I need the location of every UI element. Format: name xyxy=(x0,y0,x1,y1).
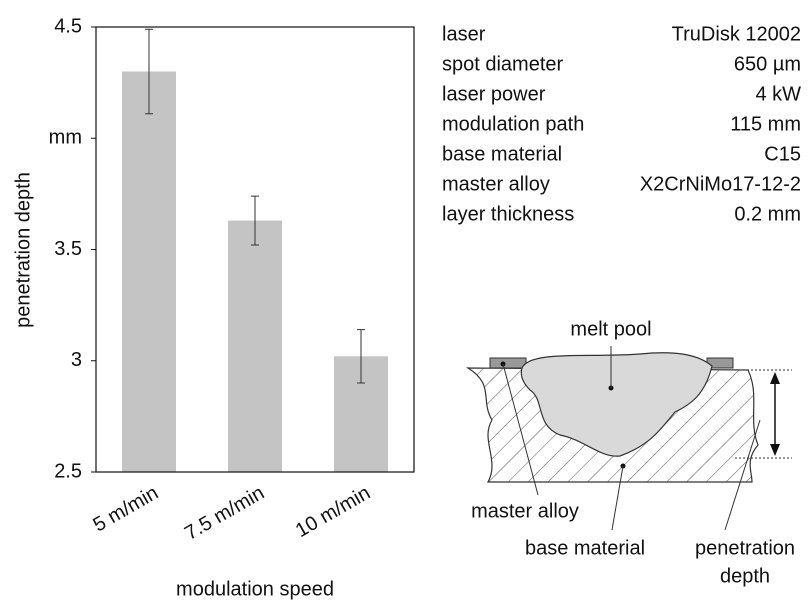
x-axis-label: modulation speed xyxy=(176,578,334,600)
parameter-name: laser power xyxy=(442,83,546,105)
parameter-name: layer thickness xyxy=(442,203,574,225)
penetration-depth-label: depth xyxy=(720,565,770,587)
parameter-value: 4 kW xyxy=(755,83,801,105)
y-tick-label: 2.5 xyxy=(54,460,82,482)
y-axis-label: penetration depth xyxy=(12,172,34,328)
parameter-name: modulation path xyxy=(442,113,584,135)
parameter-value: X2CrNiMo17-12-2 xyxy=(640,173,801,195)
bar xyxy=(122,72,176,473)
parameter-value: 650 µm xyxy=(734,53,801,75)
master-alloy-label: master alloy xyxy=(471,500,579,522)
x-tick-label: 10 m/min xyxy=(292,482,374,542)
penetration-depth-label: penetration xyxy=(695,537,795,559)
parameter-name: master alloy xyxy=(442,173,550,195)
base-material-label: base material xyxy=(525,537,645,559)
bar xyxy=(228,221,282,472)
y-tick-label: 4.5 xyxy=(54,15,82,37)
x-tick-label: 5 m/min xyxy=(90,482,163,537)
parameter-value: C15 xyxy=(764,143,801,165)
y-tick-label: 3 xyxy=(71,349,82,371)
y-tick-label: 3.5 xyxy=(54,238,82,260)
parameter-value: 115 mm xyxy=(730,113,801,135)
melt-pool-label: melt pool xyxy=(570,318,651,340)
page: melt pool master alloy base material pen… xyxy=(0,0,809,605)
master-alloy-left xyxy=(490,358,526,368)
y-tick-label: mm xyxy=(49,127,82,149)
parameter-value: TruDisk 12002 xyxy=(672,23,801,45)
parameter-name: laser xyxy=(442,23,486,45)
parameter-name: base material xyxy=(442,143,562,165)
parameter-value: 0.2 mm xyxy=(734,203,801,225)
parameter-name: spot diameter xyxy=(442,53,564,75)
diagram: melt pool master alloy base material pen… xyxy=(468,318,795,587)
x-tick-label: 7.5 m/min xyxy=(181,482,268,545)
